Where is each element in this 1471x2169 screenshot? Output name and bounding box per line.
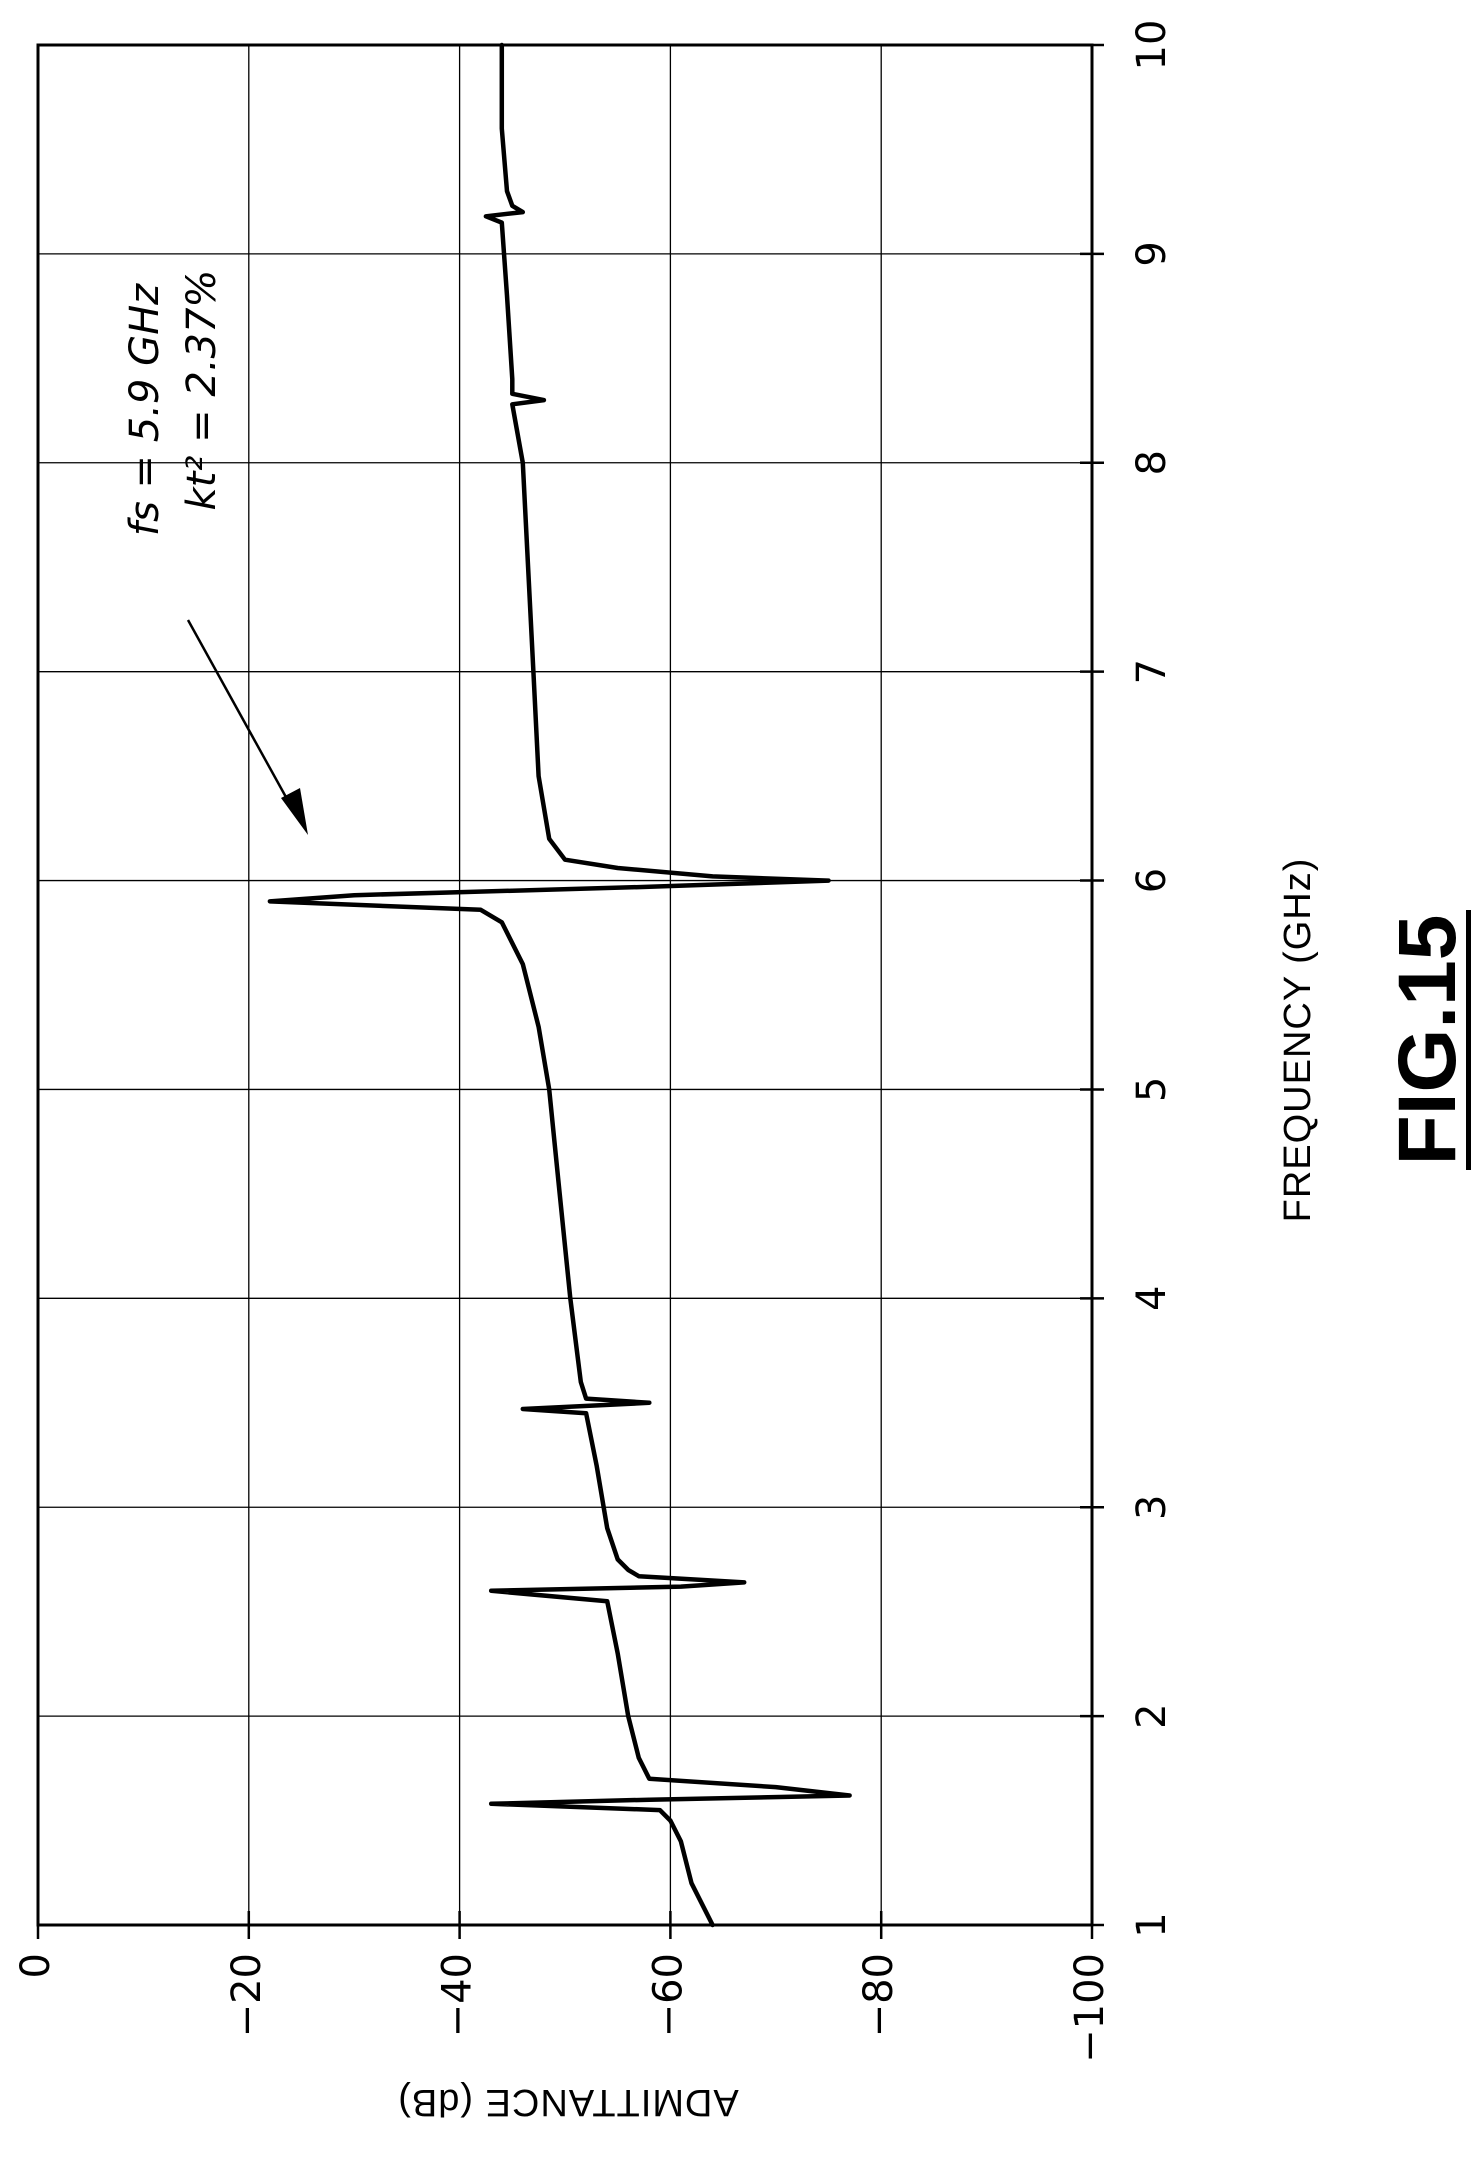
x-tick-label: 3 — [1129, 1494, 1175, 1519]
figure-label-text: FIG.15 — [1382, 915, 1471, 1166]
annotation-line-1: fs = 5.9 GHz — [122, 283, 168, 536]
y-tick-label: −100 — [1067, 1953, 1113, 2063]
annotation-arrow-line — [186, 619, 294, 809]
grid-lines — [38, 45, 1092, 1925]
y-tick-label: −20 — [224, 1953, 270, 2037]
tick-labels: 1 2 3 4 5 6 7 8 9 10 0 −20 −40 −60 −80 −100 — [13, 20, 1175, 2063]
x-tick-label: 5 — [1129, 1077, 1175, 1102]
x-tick-label: 1 — [1129, 1912, 1175, 1937]
x-axis-title: FREQUENCY (GHz) — [1277, 858, 1319, 1223]
tick-marks — [36, 43, 1104, 1939]
x-tick-label: 7 — [1129, 659, 1175, 684]
annotation: fs = 5.9 GHz kt² = 2.37% — [122, 270, 308, 835]
series-layer — [267, 42, 852, 1928]
annotation-line-2: kt² = 2.37% — [179, 270, 225, 511]
y-axis-title: ADMITTANCE (dB) — [397, 2081, 739, 2123]
y-tick-label: 0 — [13, 1953, 59, 1978]
annotation-arrowhead — [281, 788, 308, 835]
y-tick-label: −40 — [435, 1953, 481, 2037]
y-tick-label: −80 — [856, 1953, 902, 2037]
x-tick-label: 4 — [1129, 1286, 1175, 1311]
figure-label: FIG.15 — [1382, 910, 1471, 1170]
plot-frame — [36, 43, 1094, 1927]
y-tick-label: −60 — [645, 1953, 691, 2037]
x-tick-label: 6 — [1129, 868, 1175, 893]
x-tick-label: 8 — [1129, 450, 1175, 475]
x-tick-label: 9 — [1129, 241, 1175, 266]
series-line-0 — [267, 42, 852, 1928]
x-tick-label: 10 — [1129, 20, 1175, 71]
x-tick-label: 2 — [1129, 1703, 1175, 1728]
